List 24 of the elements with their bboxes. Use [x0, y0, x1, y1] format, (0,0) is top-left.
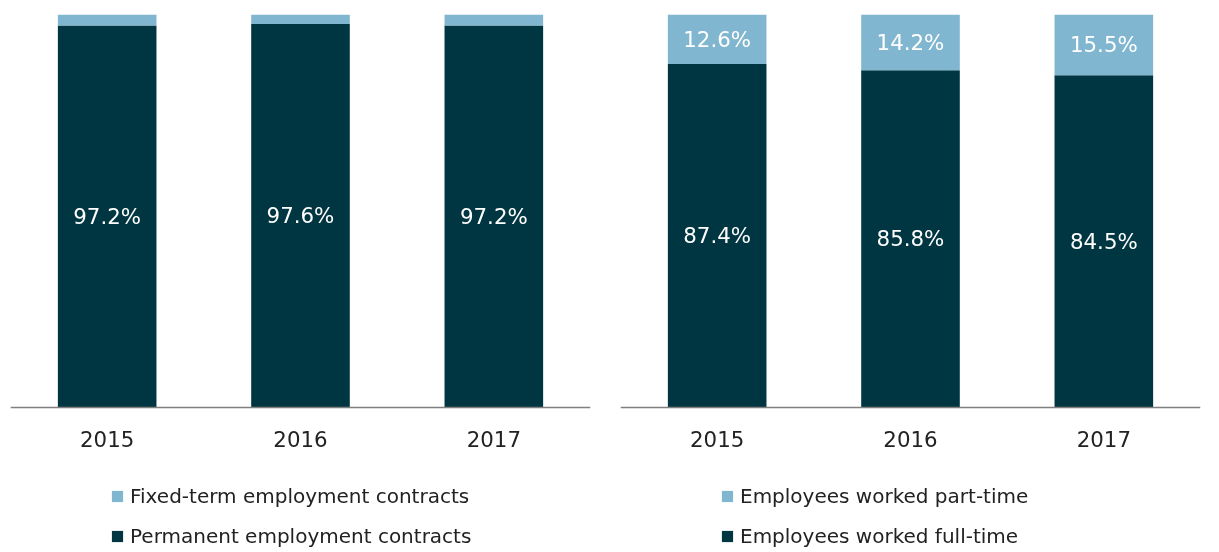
x-tick-label: 2016 — [273, 427, 328, 453]
x-tick-label: 2016 — [883, 427, 938, 453]
legend-label: Fixed-term employment contracts — [130, 484, 470, 508]
x-tick-label: 2015 — [690, 427, 745, 453]
data-label: 12.6% — [683, 26, 752, 52]
x-tick-label: 2017 — [466, 427, 521, 453]
x-tick-label: 2015 — [80, 427, 135, 453]
bar — [1054, 14, 1154, 76]
bar — [861, 70, 960, 408]
data-label: 97.2% — [73, 203, 142, 229]
legend-label: Employees worked part-time — [740, 484, 1029, 508]
data-label: 97.2% — [459, 203, 528, 229]
x-tick-label: 2017 — [1076, 427, 1131, 453]
data-label: 85.8% — [876, 226, 945, 252]
data-label: 84.5% — [1069, 228, 1138, 254]
data-label: 97.6% — [266, 203, 335, 229]
bar — [667, 63, 767, 408]
data-label: 14.2% — [876, 29, 945, 55]
bar — [861, 14, 960, 71]
data-label: 87.4% — [683, 223, 752, 249]
data-label: 15.5% — [1069, 32, 1138, 58]
legend-label: Employees worked full-time — [740, 524, 1019, 548]
bar — [1054, 75, 1154, 408]
legend-label: Permanent employment contracts — [130, 524, 472, 548]
